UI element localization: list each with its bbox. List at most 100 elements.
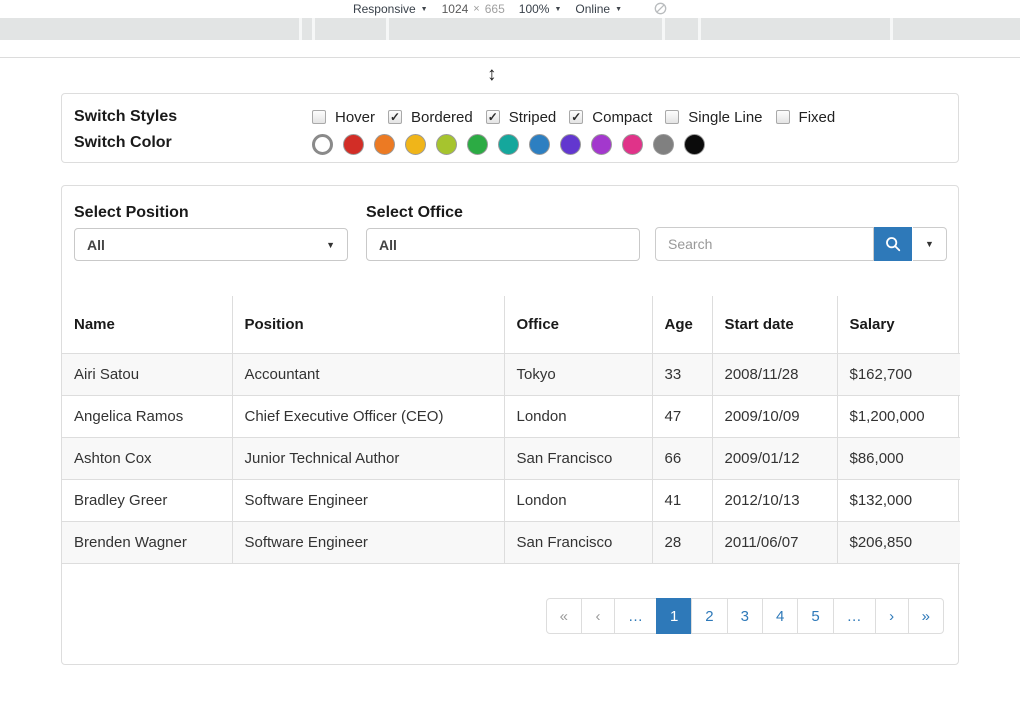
- rdm-device-label: Responsive: [353, 2, 416, 16]
- employees-table: NamePositionOfficeAgeStart dateSalary Ai…: [62, 296, 960, 564]
- table-row[interactable]: Airi SatouAccountantTokyo332008/11/28$16…: [62, 353, 960, 395]
- table-cell: 2012/10/13: [712, 479, 837, 521]
- column-header-office[interactable]: Office: [504, 296, 652, 353]
- checkbox-checked-icon[interactable]: ✓: [569, 110, 583, 124]
- rdm-width-input[interactable]: 1024: [442, 2, 469, 16]
- pagination-next-button[interactable]: ›: [875, 598, 909, 634]
- column-header-salary[interactable]: Salary: [837, 296, 960, 353]
- browser-chrome-strip: [0, 18, 1020, 40]
- table-cell: Angelica Ramos: [62, 395, 232, 437]
- table-cell: $86,000: [837, 437, 960, 479]
- checkbox-unchecked-icon[interactable]: ✓: [665, 110, 679, 124]
- table-cell: Bradley Greer: [62, 479, 232, 521]
- pagination-prev-button[interactable]: ‹: [581, 598, 615, 634]
- select-position-label: Select Position: [74, 204, 189, 222]
- pagination-ellipsis-button[interactable]: …: [614, 598, 657, 634]
- table-cell: 2008/11/28: [712, 353, 837, 395]
- color-swatch-blue[interactable]: [529, 134, 550, 155]
- checkbox-unchecked-icon[interactable]: ✓: [776, 110, 790, 124]
- switch-styles-label: Switch Styles: [74, 108, 312, 126]
- color-swatch-black[interactable]: [684, 134, 705, 155]
- pagination: «‹…12345…›»: [546, 598, 944, 634]
- pagination-page-3-button[interactable]: 3: [727, 598, 763, 634]
- chevron-down-icon: ▼: [554, 6, 561, 13]
- checkbox-label: Compact: [592, 109, 652, 126]
- rdm-device-selector[interactable]: Responsive ▼: [353, 2, 428, 16]
- checkbox-checked-icon[interactable]: ✓: [486, 110, 500, 124]
- table-cell: Software Engineer: [232, 521, 504, 563]
- table-cell: 28: [652, 521, 712, 563]
- column-header-age[interactable]: Age: [652, 296, 712, 353]
- switch-color-label: Switch Color: [74, 134, 312, 152]
- slashed-circle-icon: [654, 2, 667, 15]
- color-swatch-pink[interactable]: [622, 134, 643, 155]
- color-swatch-teal[interactable]: [498, 134, 519, 155]
- pagination-page-2-button[interactable]: 2: [691, 598, 727, 634]
- position-select[interactable]: All ▼: [74, 228, 348, 261]
- color-swatch-yellow-green[interactable]: [436, 134, 457, 155]
- search-input[interactable]: [655, 227, 874, 261]
- table-row[interactable]: Brenden WagnerSoftware EngineerSan Franc…: [62, 521, 960, 563]
- search-group: ▼: [655, 227, 947, 261]
- table-cell: Software Engineer: [232, 479, 504, 521]
- table-cell: San Francisco: [504, 521, 652, 563]
- checkbox-checked-icon[interactable]: ✓: [388, 110, 402, 124]
- pagination-page-5-button[interactable]: 5: [797, 598, 833, 634]
- position-select-value: All: [87, 237, 105, 253]
- color-swatch-white[interactable]: [312, 134, 333, 155]
- table-cell: $132,000: [837, 479, 960, 521]
- pagination-last-button[interactable]: »: [908, 598, 944, 634]
- style-checkbox-single-line[interactable]: ✓ Single Line: [665, 109, 762, 126]
- style-checkbox-striped[interactable]: ✓ Striped: [486, 109, 557, 126]
- style-checkbox-bordered[interactable]: ✓ Bordered: [388, 109, 473, 126]
- column-header-position[interactable]: Position: [232, 296, 504, 353]
- color-swatch-red[interactable]: [343, 134, 364, 155]
- style-checkbox-hover[interactable]: ✓Hover: [312, 109, 375, 126]
- office-select[interactable]: All: [366, 228, 640, 261]
- color-swatch-violet[interactable]: [560, 134, 581, 155]
- table-cell: Ashton Cox: [62, 437, 232, 479]
- pagination-page-1-button[interactable]: 1: [656, 598, 692, 634]
- checkbox-label: Striped: [509, 109, 557, 126]
- style-switch-panel: Switch Styles ✓Hover✓Bordered✓Striped✓Co…: [61, 93, 959, 163]
- checkbox-label: Bordered: [411, 109, 473, 126]
- table-cell: 2009/10/09: [712, 395, 837, 437]
- color-swatch-orange[interactable]: [374, 134, 395, 155]
- rdm-network-label: Online: [575, 2, 610, 16]
- checkbox-label: Single Line: [688, 109, 762, 126]
- table-cell: $162,700: [837, 353, 960, 395]
- checkmark-icon: ✓: [390, 111, 400, 123]
- chevron-down-icon: ▼: [421, 6, 428, 13]
- checkbox-unchecked-icon[interactable]: ✓: [312, 110, 326, 124]
- table-cell: San Francisco: [504, 437, 652, 479]
- table-row[interactable]: Bradley GreerSoftware EngineerLondon4120…: [62, 479, 960, 521]
- pagination-page-4-button[interactable]: 4: [762, 598, 798, 634]
- style-checkbox-fixed[interactable]: ✓ Fixed: [776, 109, 836, 126]
- rdm-toolbar: Responsive ▼ 1024 × 665 100% ▼ Online ▼: [0, 0, 1020, 17]
- style-checkbox-compact[interactable]: ✓ Compact: [569, 109, 652, 126]
- rotate-viewport-button[interactable]: [654, 2, 667, 15]
- rdm-height-input[interactable]: 665: [485, 2, 505, 16]
- pagination-ellipsis-button[interactable]: …: [833, 598, 876, 634]
- color-swatch-yellow[interactable]: [405, 134, 426, 155]
- rdm-zoom-selector[interactable]: 100% ▼: [519, 2, 562, 16]
- table-cell: 2009/01/12: [712, 437, 837, 479]
- checkbox-label: Fixed: [799, 109, 836, 126]
- table-row[interactable]: Angelica RamosChief Executive Officer (C…: [62, 395, 960, 437]
- column-header-name[interactable]: Name: [62, 296, 232, 353]
- table-cell: Chief Executive Officer (CEO): [232, 395, 504, 437]
- table-panel: Select Position All ▼ Select Office All …: [61, 185, 959, 665]
- table-cell: Junior Technical Author: [232, 437, 504, 479]
- color-swatch-green[interactable]: [467, 134, 488, 155]
- column-header-start-date[interactable]: Start date: [712, 296, 837, 353]
- search-options-dropdown[interactable]: ▼: [913, 227, 947, 261]
- search-button[interactable]: [874, 227, 912, 261]
- rdm-network-selector[interactable]: Online ▼: [575, 2, 622, 16]
- pagination-first-button[interactable]: «: [546, 598, 582, 634]
- table-header-row: NamePositionOfficeAgeStart dateSalary: [62, 296, 960, 353]
- resize-vertical-cursor-icon[interactable]: ↕: [487, 64, 497, 86]
- color-swatch-purple[interactable]: [591, 134, 612, 155]
- table-cell: $206,850: [837, 521, 960, 563]
- table-row[interactable]: Ashton CoxJunior Technical AuthorSan Fra…: [62, 437, 960, 479]
- color-swatch-gray[interactable]: [653, 134, 674, 155]
